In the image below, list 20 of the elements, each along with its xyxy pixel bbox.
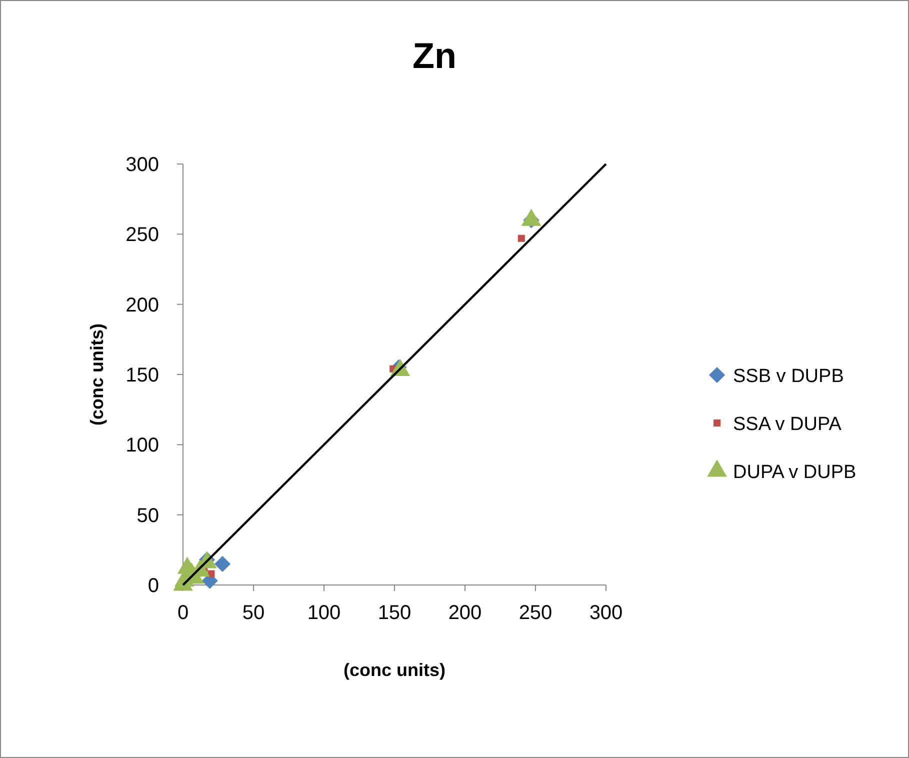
y-tick-label: 250 (126, 224, 159, 246)
y-tick-label: 100 (126, 434, 159, 457)
y-tick-label: 200 (126, 294, 159, 316)
y-axis-title: (conc units) (87, 323, 107, 426)
x-tick-label: 0 (177, 602, 189, 624)
y-tick-label: 50 (136, 504, 159, 527)
y-tick-label: 150 (126, 364, 159, 386)
legend-label: SSB v DUPB (733, 366, 844, 387)
y-tick-label: 0 (148, 575, 159, 597)
x-axis-title: (conc units) (344, 660, 446, 680)
x-tick-label: 200 (448, 602, 482, 624)
legend-label: DUPA v DUPB (733, 462, 856, 483)
legend-label: SSA v DUPA (733, 414, 842, 435)
x-tick-label: 150 (378, 602, 412, 624)
y-tick-label: 300 (126, 154, 159, 176)
chart-title: Zn (412, 35, 456, 76)
x-tick-label: 100 (307, 602, 341, 624)
x-tick-label: 300 (589, 602, 623, 624)
x-tick-label: 250 (518, 602, 552, 624)
x-tick-label: 50 (242, 602, 265, 624)
